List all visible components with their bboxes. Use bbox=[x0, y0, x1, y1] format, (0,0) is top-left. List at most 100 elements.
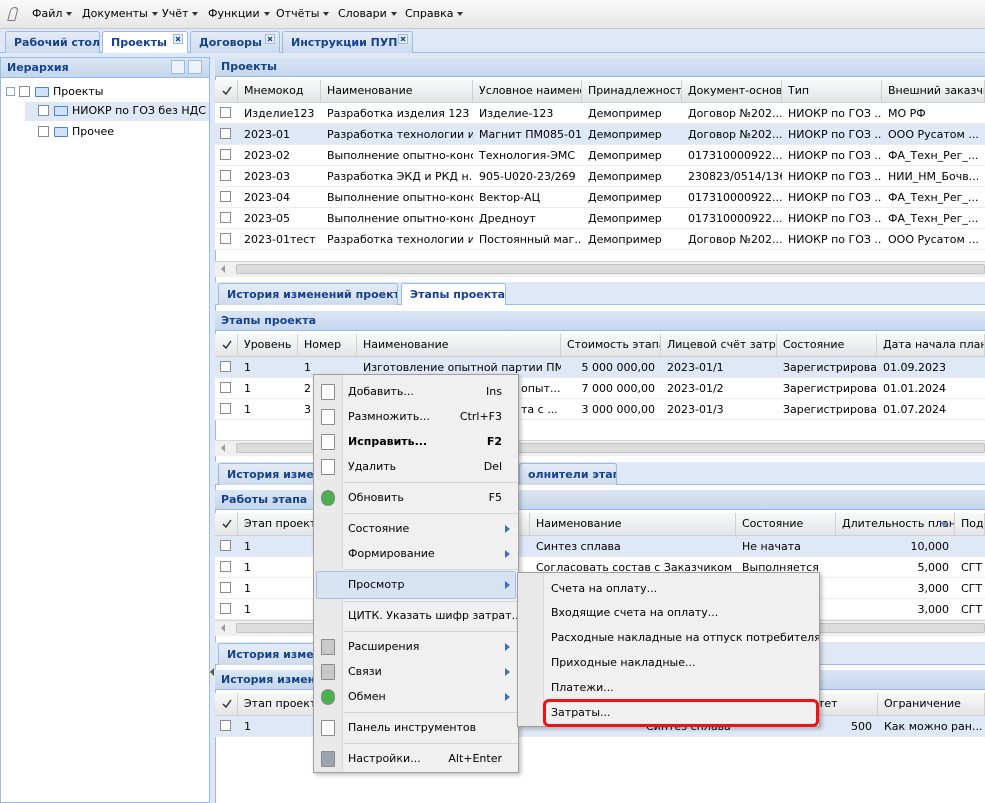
column-header[interactable]: Мнемокод bbox=[238, 80, 321, 103]
menu-item[interactable]: Связи bbox=[348, 665, 382, 678]
grid-row[interactable] bbox=[215, 166, 985, 187]
grid-cell[interactable]: 01.01.2024 bbox=[883, 382, 946, 395]
grid-cell[interactable]: 2023-01тест bbox=[244, 233, 316, 246]
grid-cell[interactable]: 3,000 bbox=[917, 582, 950, 595]
column-header[interactable]: Документ-основан bbox=[682, 80, 782, 103]
grid-cell[interactable]: НИОКР по ГОЗ ... bbox=[788, 191, 882, 204]
column-header[interactable]: Подр bbox=[955, 513, 985, 536]
grid-cell[interactable]: 7 000 000,00 bbox=[581, 382, 655, 395]
checkbox[interactable] bbox=[220, 361, 231, 372]
checkbox[interactable] bbox=[220, 212, 231, 223]
column-header[interactable]: Этап проекта bbox=[238, 513, 330, 536]
menu-item[interactable]: Словари bbox=[338, 6, 397, 22]
grid-cell[interactable]: Выполнение опытно-конс... bbox=[327, 191, 473, 204]
grid-cell[interactable]: Демопример bbox=[588, 212, 662, 225]
grid-cell[interactable]: Выполнение опытно-конс... bbox=[327, 149, 473, 162]
grid-cell[interactable]: Зарегистрирован bbox=[783, 361, 877, 374]
collapse-button[interactable] bbox=[188, 60, 202, 74]
grid-cell[interactable]: Не начата bbox=[742, 540, 801, 553]
grid-cell[interactable]: ООО Русатом ... bbox=[888, 128, 979, 141]
checkbox[interactable] bbox=[220, 720, 231, 731]
grid-cell[interactable]: СГТ bbox=[961, 603, 983, 616]
tree-node[interactable]: Прочее bbox=[72, 125, 115, 138]
grid-cell[interactable]: 2023-01/1 bbox=[667, 361, 724, 374]
scroll-left[interactable] bbox=[221, 444, 225, 452]
grid-cell[interactable]: Выполняется bbox=[742, 561, 819, 574]
tab[interactable]: История измен bbox=[218, 463, 318, 485]
checkbox[interactable] bbox=[220, 107, 231, 118]
grid-cell[interactable]: Демопример bbox=[588, 233, 662, 246]
tab[interactable]: История измен bbox=[218, 643, 318, 665]
menu-item[interactable]: Обмен bbox=[348, 690, 386, 703]
close-icon[interactable] bbox=[265, 34, 275, 44]
grid-row[interactable] bbox=[215, 145, 985, 166]
menu-item[interactable]: Отчёты bbox=[276, 6, 329, 22]
grid-cell[interactable]: Разработка изделия 123 bbox=[327, 107, 470, 120]
grid-cell[interactable]: 905-U020-23/269 bbox=[479, 170, 576, 183]
grid-cell[interactable]: ФА_Техн_Рег_... bbox=[888, 212, 979, 225]
column-header[interactable]: Внешний заказчик bbox=[882, 80, 985, 103]
grid-cell[interactable]: 1 bbox=[244, 603, 251, 616]
column-header[interactable]: Длительность план bbox=[836, 513, 955, 536]
check-all-icon[interactable] bbox=[221, 85, 233, 97]
menu-item[interactable]: Приходные накладные... bbox=[551, 656, 696, 669]
grid-cell[interactable]: 3 000 000,00 bbox=[581, 403, 655, 416]
grid-cell[interactable]: 3 bbox=[304, 403, 311, 416]
grid-cell[interactable]: Согласовать состав с Заказчиком bbox=[536, 561, 733, 574]
grid-cell[interactable]: Как можно ран... bbox=[884, 720, 983, 733]
menu-item[interactable]: Панель инструментов bbox=[348, 721, 477, 734]
column-header[interactable]: Уровень bbox=[238, 334, 298, 357]
grid-cell[interactable]: Изделие-123 bbox=[479, 107, 554, 120]
grid-cell[interactable]: ФА_Техн_Рег_... bbox=[888, 191, 979, 204]
column-header[interactable]: Состояние bbox=[777, 334, 877, 357]
grid-row[interactable] bbox=[215, 103, 985, 124]
grid-cell[interactable]: Договор №202... bbox=[688, 128, 782, 141]
grid-row[interactable] bbox=[215, 357, 985, 378]
grid-cell[interactable]: 2 bbox=[304, 382, 311, 395]
grid-cell[interactable]: Демопример bbox=[588, 191, 662, 204]
grid-cell[interactable]: СГТ bbox=[961, 582, 983, 595]
grid-cell[interactable]: Разработка ЭКД и РКД н... bbox=[327, 170, 473, 183]
grid-row[interactable] bbox=[215, 124, 985, 145]
grid-cell[interactable]: НИИ_НМ_Бочв... bbox=[888, 170, 980, 183]
grid-cell[interactable]: Дредноут bbox=[479, 212, 536, 225]
grid-cell[interactable]: 2023-02 bbox=[244, 149, 290, 162]
grid-cell[interactable]: Договор №202... bbox=[688, 107, 782, 120]
grid-cell[interactable]: Зарегистрирован bbox=[783, 403, 877, 416]
checkbox[interactable] bbox=[220, 170, 231, 181]
tab[interactable]: Проекты bbox=[102, 31, 188, 53]
checkbox[interactable] bbox=[220, 191, 231, 202]
column-header[interactable]: Наименование bbox=[357, 334, 561, 357]
grid-cell[interactable]: 1 bbox=[244, 382, 251, 395]
column-header[interactable]: Этап проекта bbox=[238, 693, 330, 716]
grid-row[interactable] bbox=[215, 208, 985, 229]
column-header[interactable]: Номер bbox=[298, 334, 357, 357]
scroll-thumb[interactable] bbox=[236, 264, 985, 274]
close-icon[interactable] bbox=[173, 34, 183, 44]
grid-cell[interactable]: Изделие123 bbox=[244, 107, 315, 120]
grid-cell[interactable]: 2023-01/3 bbox=[667, 403, 724, 416]
grid-cell[interactable]: 1 bbox=[244, 582, 251, 595]
grid-cell[interactable]: Демопример bbox=[588, 170, 662, 183]
grid-cell[interactable]: НИОКР по ГОЗ ... bbox=[788, 212, 882, 225]
grid-cell[interactable]: Разработка технологии и... bbox=[327, 128, 473, 141]
expander[interactable] bbox=[6, 87, 15, 96]
grid-cell[interactable]: Выполнение опытно-конс... bbox=[327, 212, 473, 225]
menu-item[interactable]: Файл bbox=[32, 6, 72, 22]
column-header[interactable]: Наименование bbox=[530, 513, 736, 536]
checkbox[interactable] bbox=[220, 382, 231, 393]
menu-item[interactable]: Добавить... bbox=[348, 385, 414, 398]
tab[interactable]: олнители этапа bbox=[519, 463, 617, 485]
grid-cell[interactable]: Разработка технологии и... bbox=[327, 233, 473, 246]
grid-cell[interactable]: 01.07.2024 bbox=[883, 403, 946, 416]
grid-cell[interactable]: НИОКР по ГОЗ ... bbox=[788, 149, 882, 162]
menu-item[interactable]: Настройки... bbox=[348, 752, 421, 765]
grid-cell[interactable]: 2023-04 bbox=[244, 191, 290, 204]
grid-cell[interactable]: та с ... bbox=[521, 403, 558, 416]
grid-cell[interactable]: Договор №202... bbox=[688, 233, 782, 246]
grid-cell[interactable]: СГТ bbox=[961, 561, 983, 574]
column-header[interactable]: Дата начала план bbox=[877, 334, 985, 357]
menu-item[interactable]: Расходные накладные на отпуск потребител… bbox=[551, 631, 820, 644]
checkbox[interactable] bbox=[220, 582, 231, 593]
check-all-icon[interactable] bbox=[221, 698, 233, 710]
